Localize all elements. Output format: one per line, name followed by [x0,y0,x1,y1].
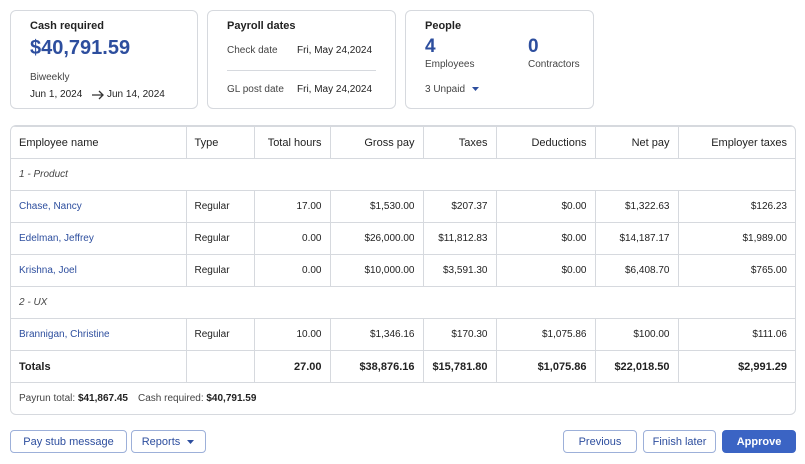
total-cell: 27.00 [253,350,330,383]
card-title: People [425,20,462,32]
totals-row: Totals 27.00 $38,876.16 $15,781.80 $1,075.86… [11,350,795,383]
button[interactable]: Finish later [643,430,716,453]
employee-row: Krishna, Joel Regular 0.00 $10,000.00 $3,591… [11,254,795,287]
footer-item: Cash required: $40,791.59 [138,393,256,404]
unpaid-dropdown[interactable]: 3 Unpaid [425,84,480,95]
total-cell [185,350,254,383]
total-cell: $1,075.86 [495,350,595,383]
footer-label: Cash required: [138,393,204,404]
column-header: Type [185,126,254,159]
cash-amount: $40,791.59 [30,37,131,59]
button-text: Reports [141,435,181,448]
total-cell: $22,018.50 [594,350,678,383]
cell: $765.00 [677,254,795,287]
stat-label: Contractors [528,59,580,70]
reports-button[interactable]: Reports [131,430,206,453]
column-header: Total hours [253,126,330,159]
column-header: Taxes [422,126,496,159]
cell: $11,812.83 [422,222,496,255]
employee-row: Edelman, Jeffrey Regular 0.00 $26,000.00 $11… [11,222,795,255]
unpaid-text: 3 Unpaid [425,84,466,95]
cell: Regular [185,318,254,351]
cell: $6,408.70 [594,254,678,287]
cell: $26,000.00 [329,222,423,255]
stat-label: Employees [425,59,475,70]
caret [471,87,479,91]
end-date: Jun 14, 2024 [107,89,165,100]
footer-value: $40,791.59 [206,393,257,404]
date-label: Check date [227,45,278,56]
payroll-table: Employee name Type Total hours Gross pay Tax… [10,125,796,415]
cell: $1,530.00 [329,190,423,223]
date-value: Fri, May 24,2024 [297,84,373,95]
cell: Regular [185,190,254,223]
cell: $170.30 [422,318,496,351]
cell: $1,075.86 [495,318,595,351]
cell: $1,989.00 [677,222,795,255]
employee-name[interactable]: Brannigan, Christine [11,318,186,351]
cell: 0.00 [253,222,330,255]
employee-row: Brannigan, Christine Regular 10.00 $1,346.1… [11,318,795,351]
cell: $0.00 [495,190,595,223]
column-header: Employer taxes [677,126,795,159]
date-label: GL post date [227,84,284,95]
cell: $1,322.63 [594,190,678,223]
stat-value: 0 [528,36,539,57]
employee-row: Chase, Nancy Regular 17.00 $1,530.00 $207.37… [11,190,795,223]
employee-name[interactable]: Krishna, Joel [11,254,186,287]
group-row: 2 - UX [11,286,795,319]
cell: 0.00 [253,254,330,287]
group-name: 2 - UX [11,286,795,319]
column-header: Deductions [495,126,595,159]
header-row: Employee name Type Total hours Gross pay Tax… [11,126,795,159]
cell: Regular [185,254,254,287]
cell: $3,591.30 [422,254,496,287]
employee-name[interactable]: Edelman, Jeffrey [11,222,186,255]
date-value: Fri, May 24,2024 [297,45,373,56]
total-cell: $15,781.80 [422,350,496,383]
employee-name[interactable]: Chase, Nancy [11,190,186,223]
footer: Payrun total: $41,867.45 Cash required: $… [11,382,795,414]
total-cell: $2,991.29 [677,350,795,383]
cell: $126.23 [677,190,795,223]
frequency: Biweekly [30,72,70,83]
card-title: Payroll dates [227,20,296,32]
cell: $0.00 [495,222,595,255]
column-header: Gross pay [329,126,423,159]
cell: $14,187.17 [594,222,678,255]
cell: $0.00 [495,254,595,287]
footer-row: Payrun total: $41,867.45 Cash required: $… [11,382,795,414]
footer-item: Payrun total: $41,867.45 [19,393,128,404]
button[interactable]: Pay stub message [10,430,127,453]
cell: $100.00 [594,318,678,351]
cell: $1,346.16 [329,318,423,351]
cell: $207.37 [422,190,496,223]
total-cell: Totals [11,350,186,383]
cell: $111.06 [677,318,795,351]
payroll-dates-card: Payroll dates Check date Fri, May 24,202… [207,10,396,109]
caret [187,439,195,444]
button[interactable]: Previous [563,430,637,453]
people-card: People 4 Employees 0 Contractors 3 Unpai… [405,10,594,109]
footer-label: Payrun total: [19,393,76,404]
group-row: 1 - Product [11,158,795,191]
divider [227,70,376,71]
cell: Regular [185,222,254,255]
cell: $10,000.00 [329,254,423,287]
card-title: Cash required [30,20,104,32]
total-cell: $38,876.16 [329,350,423,383]
footer-value: $41,867.45 [77,393,128,404]
column-header: Employee name [11,126,186,159]
cash-card: Cash required $40,791.59 Biweekly Jun 1,… [10,10,198,109]
arrow-icon [92,90,104,100]
stat-value: 4 [425,36,436,57]
group-name: 1 - Product [11,158,795,191]
cell: 10.00 [253,318,330,351]
approve-button[interactable]: Approve [722,430,796,453]
cell: 17.00 [253,190,330,223]
start-date: Jun 1, 2024 [30,89,83,100]
table: Employee name Type Total hours Gross pay Tax… [11,126,795,414]
column-header: Net pay [594,126,678,159]
